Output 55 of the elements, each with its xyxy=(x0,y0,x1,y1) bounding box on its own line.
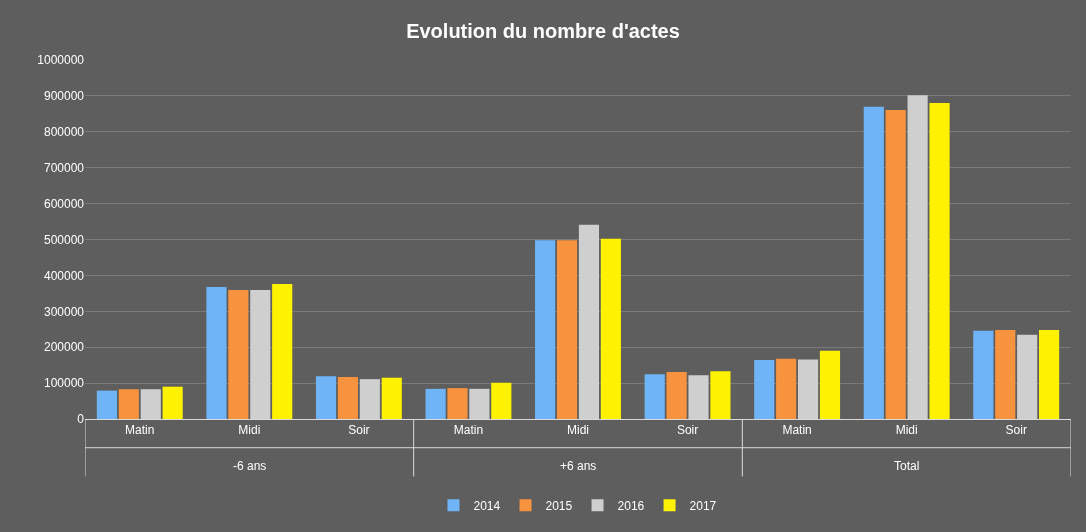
bar xyxy=(535,240,556,419)
bar xyxy=(162,386,183,419)
y-tick-label: 400000 xyxy=(43,268,85,283)
bar xyxy=(819,350,841,419)
bar xyxy=(1039,329,1060,419)
bar xyxy=(710,371,731,419)
y-tick-label: 1000000 xyxy=(37,53,85,68)
x-tick-label: Matin xyxy=(782,423,812,438)
bar xyxy=(995,329,1016,419)
bar xyxy=(315,376,337,419)
x-tick-label: Matin xyxy=(453,423,484,438)
bar xyxy=(337,377,359,419)
bar xyxy=(666,371,687,419)
y-tick-label: 500000 xyxy=(43,232,85,247)
text: +6 ans xyxy=(560,459,597,473)
bar xyxy=(863,106,884,419)
bar xyxy=(272,284,293,419)
x-tick-label: Soir xyxy=(676,423,699,438)
bar xyxy=(776,358,797,419)
x-tick-label: Midi xyxy=(238,423,261,438)
text: Total xyxy=(894,459,920,473)
bar xyxy=(491,382,512,419)
bar xyxy=(754,360,775,419)
bar xyxy=(447,388,468,419)
text: -6 ans xyxy=(233,459,267,473)
legend-label: 2017 xyxy=(689,498,717,513)
chart-title: Evolution du nombre d'actes xyxy=(406,19,680,42)
y-tick-label: 300000 xyxy=(43,304,85,319)
bar xyxy=(644,374,665,419)
y-tick-label: 800000 xyxy=(43,125,85,139)
bar xyxy=(885,109,906,419)
bar xyxy=(556,240,578,419)
y-tick-label: 700000 xyxy=(43,160,85,175)
bar xyxy=(228,290,249,419)
x-tick-label: Soir xyxy=(1005,423,1027,438)
bar xyxy=(206,286,227,419)
y-tick-label: 600000 xyxy=(43,196,85,211)
y-tick-label: 200000 xyxy=(43,340,85,355)
bar xyxy=(425,388,446,419)
y-tick-label: 100000 xyxy=(43,376,85,391)
x-tick-label: Midi xyxy=(895,423,918,438)
y-tick-label: 900000 xyxy=(43,89,85,104)
bar xyxy=(118,389,139,419)
x-tick-label: Matin xyxy=(125,423,155,438)
x-tick-label: Soir xyxy=(348,423,370,438)
x-tick-label: Midi xyxy=(566,423,590,438)
y-tick-label: 0 xyxy=(77,412,85,427)
bar xyxy=(600,238,621,419)
bar xyxy=(381,377,402,419)
bar xyxy=(973,330,994,419)
legend-label: 2016 xyxy=(617,498,645,513)
bar xyxy=(96,390,117,419)
legend-label: 2015 xyxy=(545,498,573,513)
legend-label: 2014 xyxy=(473,498,501,513)
bar xyxy=(929,103,950,419)
